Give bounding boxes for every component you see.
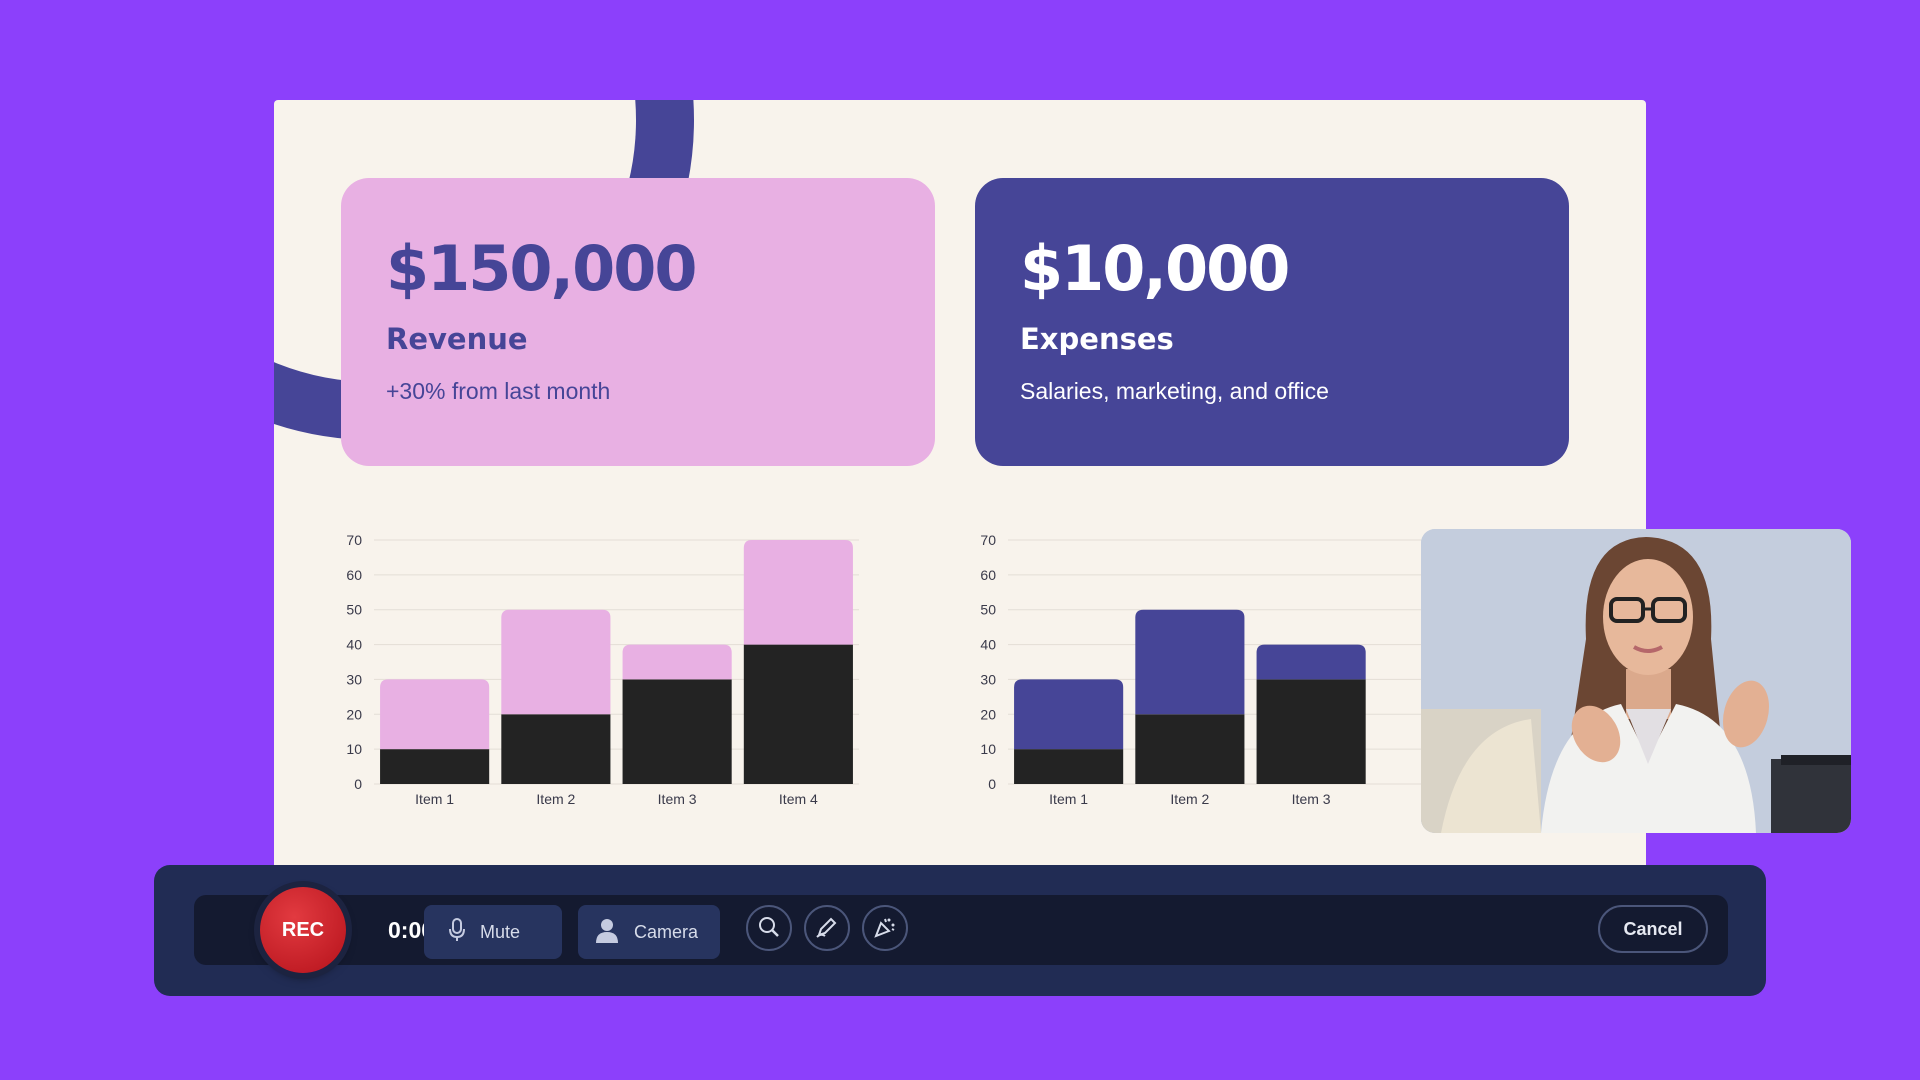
confetti-icon [873, 915, 897, 942]
zoom-button[interactable] [746, 905, 792, 951]
mic-icon [448, 917, 466, 947]
x-tick-label: Item 2 [1170, 791, 1209, 807]
y-tick-label: 20 [980, 706, 996, 722]
expenses-chart-svg: 0 10 20 30 40 50 60 70 Item 1 Item 2 Item 3 [980, 532, 1493, 807]
x-tick-label: Item 2 [536, 791, 575, 807]
y-tick-label: 0 [988, 776, 996, 792]
effects-button[interactable] [862, 905, 908, 951]
bar-segment [1135, 714, 1245, 784]
expenses-subtext: Salaries, marketing, and office [1020, 378, 1329, 404]
pen-icon [815, 915, 839, 942]
x-tick-label: Item 3 [658, 791, 697, 807]
draw-button[interactable] [804, 905, 850, 951]
y-tick-label: 40 [346, 637, 362, 653]
y-tick-label: 40 [980, 637, 996, 653]
zoom-icon [758, 916, 780, 941]
expenses-label: Expenses [1020, 322, 1174, 356]
expenses-amount: $10,000 [1020, 232, 1290, 305]
revenue-bar-chart: 0 10 20 30 40 50 60 70 Item 1 Item 2 Item 3 Item 4 [334, 520, 894, 820]
bar-segment [380, 679, 490, 750]
webcam-preview[interactable] [1421, 529, 1851, 833]
y-tick-label: 70 [980, 532, 996, 548]
expenses-bar-chart: 0 10 20 30 40 50 60 70 Item 1 Item 2 Item 3 [968, 520, 1528, 820]
y-tick-label: 70 [346, 532, 362, 548]
mute-label: Mute [480, 921, 521, 942]
recording-toolbar: REC 0:00 Mute Camera [154, 865, 1766, 996]
expenses-card: $10,000 Expenses Salaries, marketing, an… [975, 178, 1569, 466]
y-tick-label: 60 [346, 567, 362, 583]
person-icon [594, 917, 620, 948]
bar-segment [501, 609, 611, 715]
bar-segment [1256, 644, 1366, 680]
revenue-chart-svg: 0 10 20 30 40 50 60 70 Item 1 Item 2 Item 3 Item 4 [346, 532, 859, 807]
revenue-subtext: +30% from last month [386, 378, 611, 404]
y-tick-label: 0 [354, 776, 362, 792]
y-tick-label: 10 [346, 741, 362, 757]
cancel-button[interactable]: Cancel [1598, 905, 1708, 953]
y-tick-label: 20 [346, 706, 362, 722]
x-tick-label: Item 1 [415, 791, 454, 807]
revenue-amount: $150,000 [386, 232, 698, 305]
bar-segment [622, 644, 732, 680]
bar-segment [1135, 609, 1245, 715]
bar-segment [380, 749, 490, 784]
bar-segment [622, 679, 732, 784]
bar-segment [1256, 679, 1366, 784]
bar-segment [743, 540, 853, 645]
bar-segment [1014, 749, 1124, 784]
y-tick-label: 30 [346, 671, 362, 687]
toolbar-inner: REC 0:00 Mute Camera [194, 887, 1728, 973]
bar-segment [501, 714, 611, 784]
revenue-card: $150,000 Revenue +30% from last month [341, 178, 935, 466]
y-tick-label: 10 [980, 741, 996, 757]
y-tick-label: 50 [346, 602, 362, 618]
x-tick-label: Item 4 [779, 791, 818, 807]
y-tick-label: 50 [980, 602, 996, 618]
camera-label: Camera [634, 921, 699, 942]
revenue-label: Revenue [386, 322, 528, 356]
x-tick-label: Item 1 [1049, 791, 1088, 807]
mute-button[interactable]: Mute [424, 905, 562, 959]
bar-segment [1014, 679, 1124, 750]
record-button[interactable]: REC [260, 887, 346, 973]
y-tick-label: 30 [980, 671, 996, 687]
bar-segment [743, 644, 853, 784]
y-tick-label: 60 [980, 567, 996, 583]
presentation-slide: $150,000 Revenue +30% from last month $1… [274, 100, 1646, 870]
presenter-image [1421, 529, 1851, 833]
camera-button[interactable]: Camera [578, 905, 720, 959]
x-tick-label: Item 3 [1292, 791, 1331, 807]
